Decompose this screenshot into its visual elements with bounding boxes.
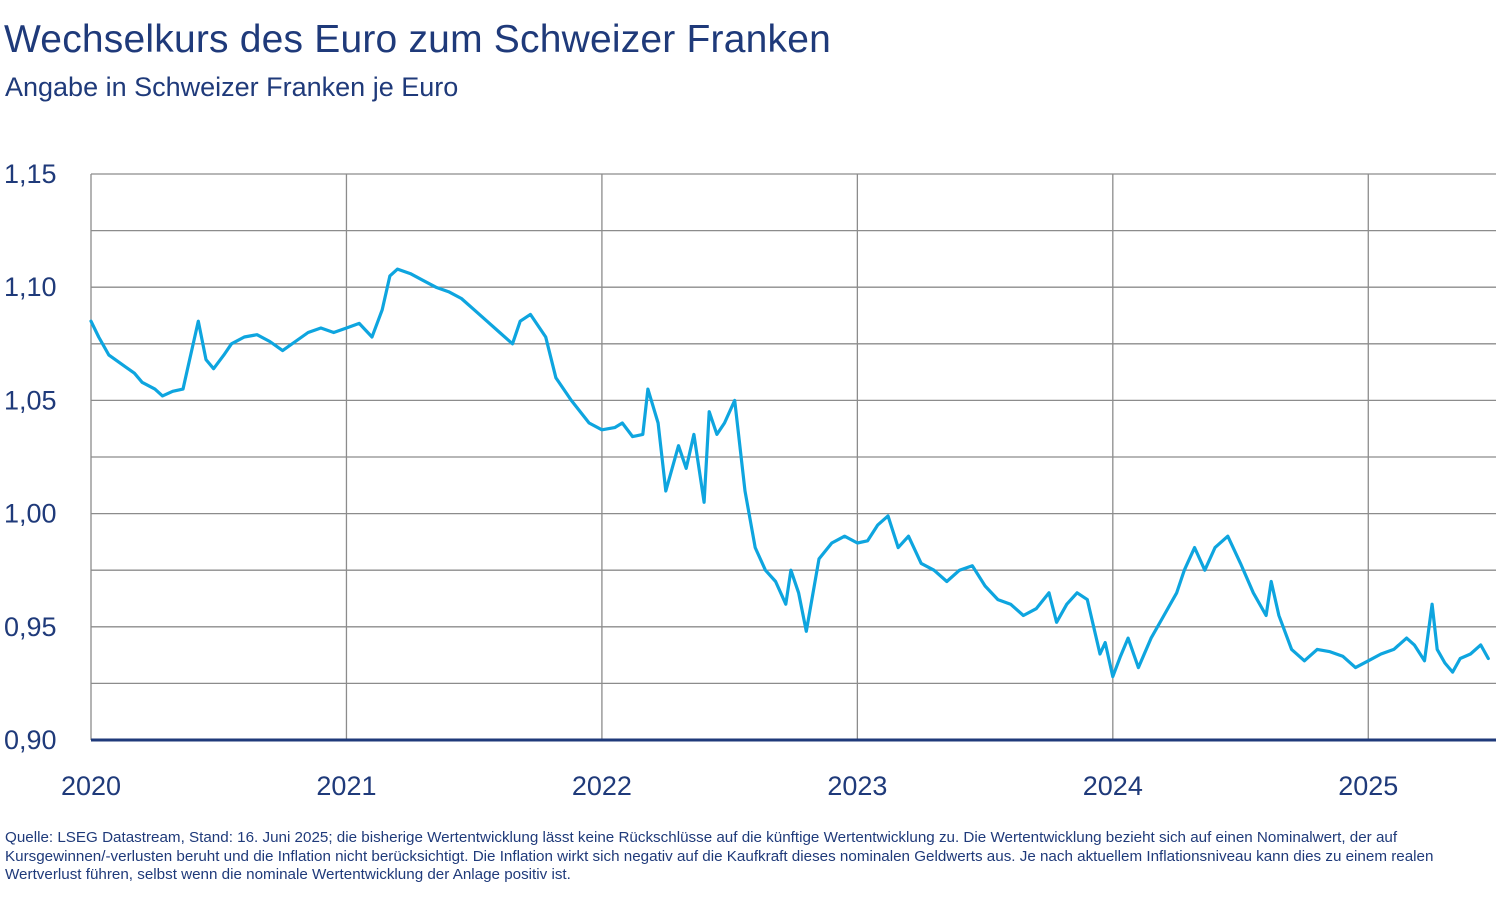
y-axis-labels: 0,90 0,95 1,00 1,05 1,10 1,15	[4, 159, 57, 755]
x-tick-label: 2022	[572, 771, 632, 801]
source-note: Quelle: LSEG Datastream, Stand: 16. Juni…	[5, 829, 1434, 883]
series-group	[89, 267, 1490, 679]
x-tick-label: 2021	[316, 771, 376, 801]
x-tick-label: 2025	[1338, 771, 1398, 801]
gridlines	[90, 173, 1496, 740]
x-tick-label: 2023	[827, 771, 887, 801]
y-tick-label: 1,05	[4, 385, 57, 415]
y-tick-label: 1,00	[4, 499, 57, 529]
x-axis-labels: 2020 2021 2022 2023 2024 2025	[61, 771, 1398, 801]
y-tick-label: 0,90	[4, 725, 57, 755]
chart-subtitle: Angabe in Schweizer Franken je Euro	[5, 72, 459, 102]
y-tick-label: 1,15	[4, 159, 57, 189]
series-line	[89, 267, 1490, 679]
chart-title: Wechselkurs des Euro zum Schweizer Frank…	[4, 18, 831, 61]
line-chart: 0,900,951,001,051,101,15 2020 2021 2022 202…	[4, 159, 1496, 801]
x-tick-label: 2020	[61, 771, 121, 801]
y-tick-label: 0,95	[4, 612, 57, 642]
y-tick-label: 1,10	[4, 272, 57, 302]
x-tick-label: 2024	[1083, 771, 1143, 801]
